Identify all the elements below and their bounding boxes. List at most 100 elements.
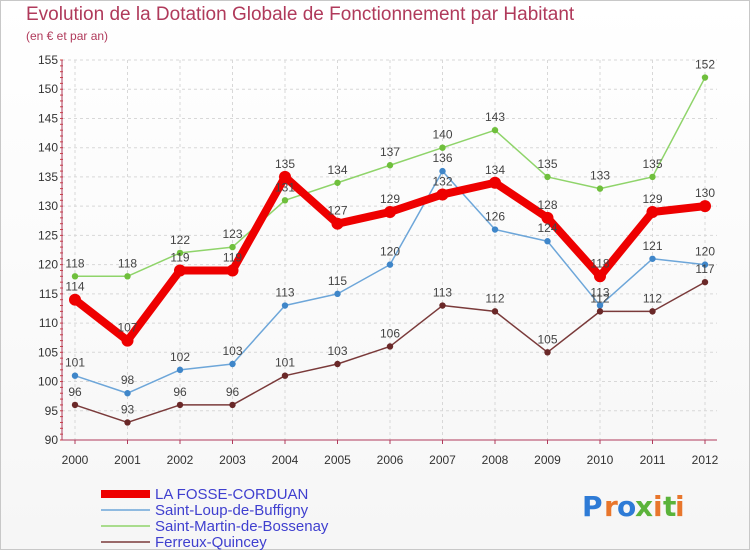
data-point bbox=[69, 293, 81, 306]
data-point bbox=[701, 261, 709, 268]
x-tick-label: 2010 bbox=[587, 453, 614, 467]
series-lines bbox=[69, 74, 711, 426]
logo-letter: o bbox=[617, 490, 636, 523]
data-point bbox=[279, 170, 291, 183]
data-point bbox=[649, 173, 656, 181]
data-label: 96 bbox=[68, 385, 82, 399]
logo-letter: i bbox=[653, 490, 663, 523]
logo-letter: i bbox=[675, 490, 685, 523]
data-label: 114 bbox=[65, 280, 84, 294]
data-point bbox=[281, 372, 289, 379]
logo-letter: P bbox=[582, 490, 603, 523]
data-point bbox=[544, 349, 551, 356]
data-label: 112 bbox=[590, 291, 609, 305]
y-tick-label: 110 bbox=[39, 316, 58, 330]
data-label: 119 bbox=[223, 250, 242, 264]
data-label: 124 bbox=[537, 221, 557, 235]
data-label: 93 bbox=[121, 402, 135, 416]
data-label: 107 bbox=[117, 321, 137, 335]
data-label: 113 bbox=[590, 286, 609, 300]
data-label: 105 bbox=[537, 332, 557, 346]
data-point bbox=[439, 144, 446, 151]
data-label: 131 bbox=[275, 180, 295, 194]
data-label: 135 bbox=[275, 157, 295, 171]
data-label: 135 bbox=[642, 157, 662, 171]
data-label: 103 bbox=[222, 344, 242, 358]
x-tick-label: 2008 bbox=[482, 453, 509, 467]
y-tick-label: 130 bbox=[38, 199, 58, 213]
y-tick-label: 155 bbox=[38, 53, 58, 67]
legend: LA FOSSE-CORDUANSaint-Loup-de-BuffignySa… bbox=[101, 486, 329, 550]
data-point bbox=[121, 334, 134, 347]
data-point bbox=[386, 343, 394, 350]
data-label: 101 bbox=[275, 356, 295, 370]
y-tick-label: 100 bbox=[38, 375, 58, 389]
data-label: 113 bbox=[275, 286, 294, 300]
data-point bbox=[229, 401, 236, 409]
x-tick-label: 2009 bbox=[534, 453, 561, 467]
data-point bbox=[439, 302, 446, 309]
data-label: 143 bbox=[485, 110, 505, 124]
data-label: 101 bbox=[65, 356, 85, 370]
data-label: 112 bbox=[485, 291, 504, 305]
data-labels: 118 118 122 123 131 134 137 140 143 135 133 135 152 1… bbox=[65, 58, 715, 417]
data-point bbox=[489, 176, 501, 189]
data-label: 113 bbox=[433, 286, 452, 300]
data-point bbox=[71, 273, 79, 280]
data-point bbox=[541, 211, 554, 224]
data-label: 96 bbox=[226, 385, 240, 399]
data-label: 126 bbox=[485, 210, 505, 224]
data-point bbox=[174, 264, 186, 277]
data-point bbox=[386, 261, 394, 268]
data-label: 96 bbox=[173, 385, 187, 399]
data-label: 120 bbox=[695, 245, 715, 259]
data-label: 133 bbox=[590, 169, 610, 183]
data-point bbox=[229, 243, 236, 251]
data-point bbox=[229, 360, 236, 368]
data-label: 122 bbox=[170, 233, 190, 247]
data-point bbox=[701, 278, 709, 286]
chart-subtitle: (en € et par an) bbox=[26, 29, 109, 43]
data-label: 152 bbox=[695, 58, 715, 72]
x-tick-label: 2005 bbox=[324, 453, 351, 467]
data-label: 129 bbox=[380, 192, 400, 206]
data-point bbox=[384, 206, 396, 218]
legend-label: Saint-Loup-de-Buffigny bbox=[155, 502, 309, 519]
y-tick-label: 140 bbox=[38, 141, 58, 155]
x-tick-label: 2000 bbox=[62, 453, 89, 467]
data-label: 127 bbox=[327, 204, 347, 218]
data-label: 102 bbox=[170, 350, 190, 364]
data-label: 121 bbox=[642, 239, 662, 253]
legend-label: LA FOSSE-CORDUAN bbox=[155, 486, 308, 503]
data-point bbox=[436, 188, 449, 201]
y-tick-label: 90 bbox=[45, 433, 59, 447]
data-point bbox=[334, 179, 341, 186]
x-tick-label: 2003 bbox=[219, 453, 246, 467]
data-label: 128 bbox=[537, 198, 557, 212]
chart-title: Evolution de la Dotation Globale de Fonc… bbox=[26, 4, 575, 25]
data-point bbox=[649, 308, 656, 315]
data-label: 123 bbox=[222, 227, 242, 241]
data-point bbox=[281, 302, 289, 309]
data-point bbox=[544, 238, 551, 245]
logo-letter: r bbox=[604, 490, 618, 523]
data-label: 137 bbox=[380, 145, 400, 159]
data-point bbox=[701, 74, 709, 81]
data-label: 112 bbox=[643, 291, 662, 305]
data-label: 119 bbox=[170, 250, 189, 264]
y-tick-label: 115 bbox=[39, 287, 58, 301]
data-point bbox=[596, 302, 604, 309]
logo-letter: x bbox=[635, 490, 653, 523]
y-tick-label: 150 bbox=[38, 82, 58, 96]
data-point bbox=[176, 401, 184, 409]
data-label: 117 bbox=[695, 262, 714, 276]
data-point bbox=[491, 226, 499, 233]
data-point bbox=[646, 206, 659, 218]
y-tick-label: 105 bbox=[38, 345, 58, 359]
data-point bbox=[334, 290, 341, 298]
x-tick-label: 2012 bbox=[692, 453, 719, 467]
data-label: 103 bbox=[327, 344, 347, 358]
data-label: 118 bbox=[65, 256, 84, 270]
